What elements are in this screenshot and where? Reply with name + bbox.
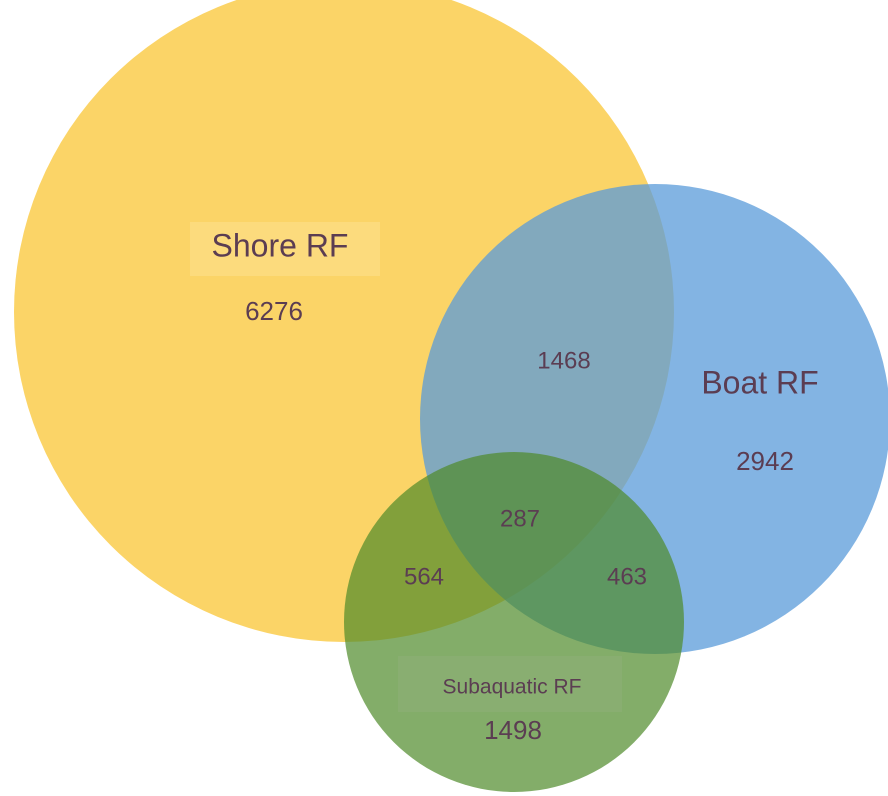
intersection-count: 287 <box>500 505 540 532</box>
set-count: 1498 <box>484 715 542 745</box>
intersection-count: 564 <box>404 563 444 590</box>
set-label: Shore RF <box>212 227 349 263</box>
label-box <box>398 656 622 712</box>
set-label: Boat RF <box>701 364 818 400</box>
intersection-count: 463 <box>607 563 647 590</box>
set-count: 2942 <box>736 446 794 476</box>
set-count: 6276 <box>245 296 303 326</box>
set-label: Subaquatic RF <box>443 676 582 699</box>
label-box <box>190 222 380 276</box>
intersection-count: 1468 <box>537 347 590 374</box>
